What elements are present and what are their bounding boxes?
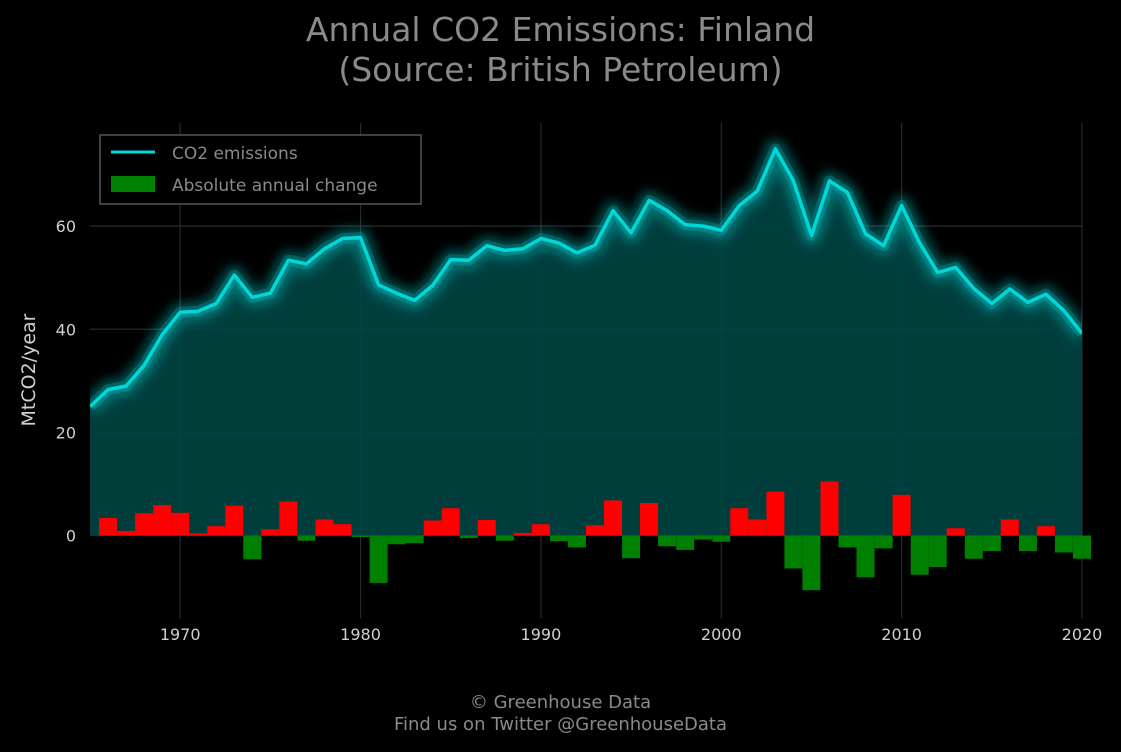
change-bar-1973 (225, 505, 244, 536)
area-layer (90, 148, 1082, 536)
change-bar-1994 (604, 500, 622, 536)
change-bar-1997 (658, 535, 677, 547)
change-bar-2010 (892, 494, 911, 536)
change-bar-2015 (982, 535, 1001, 551)
change-bar-1975 (261, 529, 280, 536)
ticks-layer: 1970 1980 1990 2000 2010 2020 0 20 40 60 (56, 217, 1103, 644)
x-tick-label-1990: 1990 (521, 625, 562, 644)
x-tick-label-1970: 1970 (160, 625, 201, 644)
change-bar-2009 (874, 535, 893, 549)
change-bar-2005 (802, 535, 821, 591)
change-bar-2016 (1000, 519, 1019, 536)
change-bar-1989 (513, 532, 532, 536)
change-bar-1999 (694, 535, 713, 540)
copyright-text: © Greenhouse Data (469, 692, 652, 713)
change-bar-1987 (477, 520, 496, 536)
change-bar-1983 (405, 535, 424, 544)
change-bar-1986 (459, 535, 478, 539)
legend-label-change: Absolute annual change (172, 176, 378, 196)
change-bar-1972 (207, 526, 226, 536)
chart-title-line1: Annual CO2 Emissions: Finland (305, 10, 816, 49)
change-bar-1991 (549, 535, 568, 542)
change-bar-2002 (748, 519, 767, 536)
change-bar-1976 (279, 501, 298, 536)
change-bar-2006 (820, 481, 839, 536)
y-tick-label-40: 40 (56, 320, 76, 339)
legend-box (99, 134, 422, 205)
change-bar-1985 (441, 508, 460, 536)
change-bar-1995 (622, 535, 641, 559)
change-bar-2020 (1073, 535, 1091, 559)
change-bar-1998 (676, 535, 695, 550)
change-bar-2000 (712, 535, 731, 542)
change-bar-1981 (369, 535, 388, 583)
change-bar-1988 (495, 535, 514, 541)
change-bar-2008 (856, 535, 875, 578)
change-bar-1982 (387, 535, 406, 545)
change-bar-1969 (153, 505, 172, 536)
change-bar-2018 (1036, 526, 1055, 536)
footer: © Greenhouse Data Find us on Twitter @Gr… (0, 692, 1121, 736)
change-bar-2014 (964, 535, 983, 559)
change-bar-1968 (135, 513, 154, 536)
change-bar-1974 (243, 535, 262, 560)
change-bar-2017 (1018, 535, 1037, 551)
change-bar-2012 (928, 535, 947, 567)
twitter-handle-text: Find us on Twitter @GreenhouseData (393, 714, 728, 735)
change-bar-1979 (333, 524, 352, 536)
change-bar-1971 (189, 533, 208, 536)
emissions-line (90, 147, 1082, 408)
change-bar-2011 (910, 535, 929, 575)
change-bar-1978 (315, 519, 334, 536)
line-layer (90, 138, 1082, 414)
change-bar-1996 (640, 503, 659, 536)
change-bar-1993 (586, 525, 604, 536)
x-tick-label-2010: 2010 (881, 625, 922, 644)
bars-layer (99, 481, 1091, 591)
legend-bar-swatch (111, 176, 155, 192)
change-bar-2004 (784, 535, 803, 569)
change-bar-1992 (568, 535, 586, 548)
change-bar-2007 (838, 535, 857, 548)
x-tick-label-2000: 2000 (701, 625, 742, 644)
change-bar-2013 (946, 528, 965, 536)
chart-title: Annual CO2 Emissions: Finland (Source: B… (0, 10, 1121, 90)
x-tick-label-1980: 1980 (340, 625, 381, 644)
emissions-area-fill (90, 148, 1082, 536)
legend-label-co2: CO2 emissions (172, 144, 298, 164)
chart-title-line2: (Source: British Petroleum) (338, 50, 783, 89)
change-bar-2003 (766, 491, 785, 536)
y-tick-label-0: 0 (66, 527, 76, 546)
change-bar-2019 (1054, 535, 1073, 553)
x-tick-label-2020: 2020 (1062, 625, 1103, 644)
y-tick-label-60: 60 (56, 217, 76, 236)
change-bar-1967 (117, 530, 136, 536)
change-bar-1970 (171, 512, 190, 536)
change-bar-1984 (423, 520, 442, 536)
change-bar-1990 (531, 524, 550, 536)
change-bar-2001 (730, 508, 749, 536)
change-bar-1980 (351, 535, 370, 537)
change-bar-1966 (99, 518, 117, 536)
change-bar-1977 (297, 535, 316, 541)
y-tick-label-20: 20 (56, 423, 76, 442)
legend: CO2 emissions Absolute annual change (99, 134, 422, 205)
y-axis-label: MtCO2/year (18, 313, 40, 426)
